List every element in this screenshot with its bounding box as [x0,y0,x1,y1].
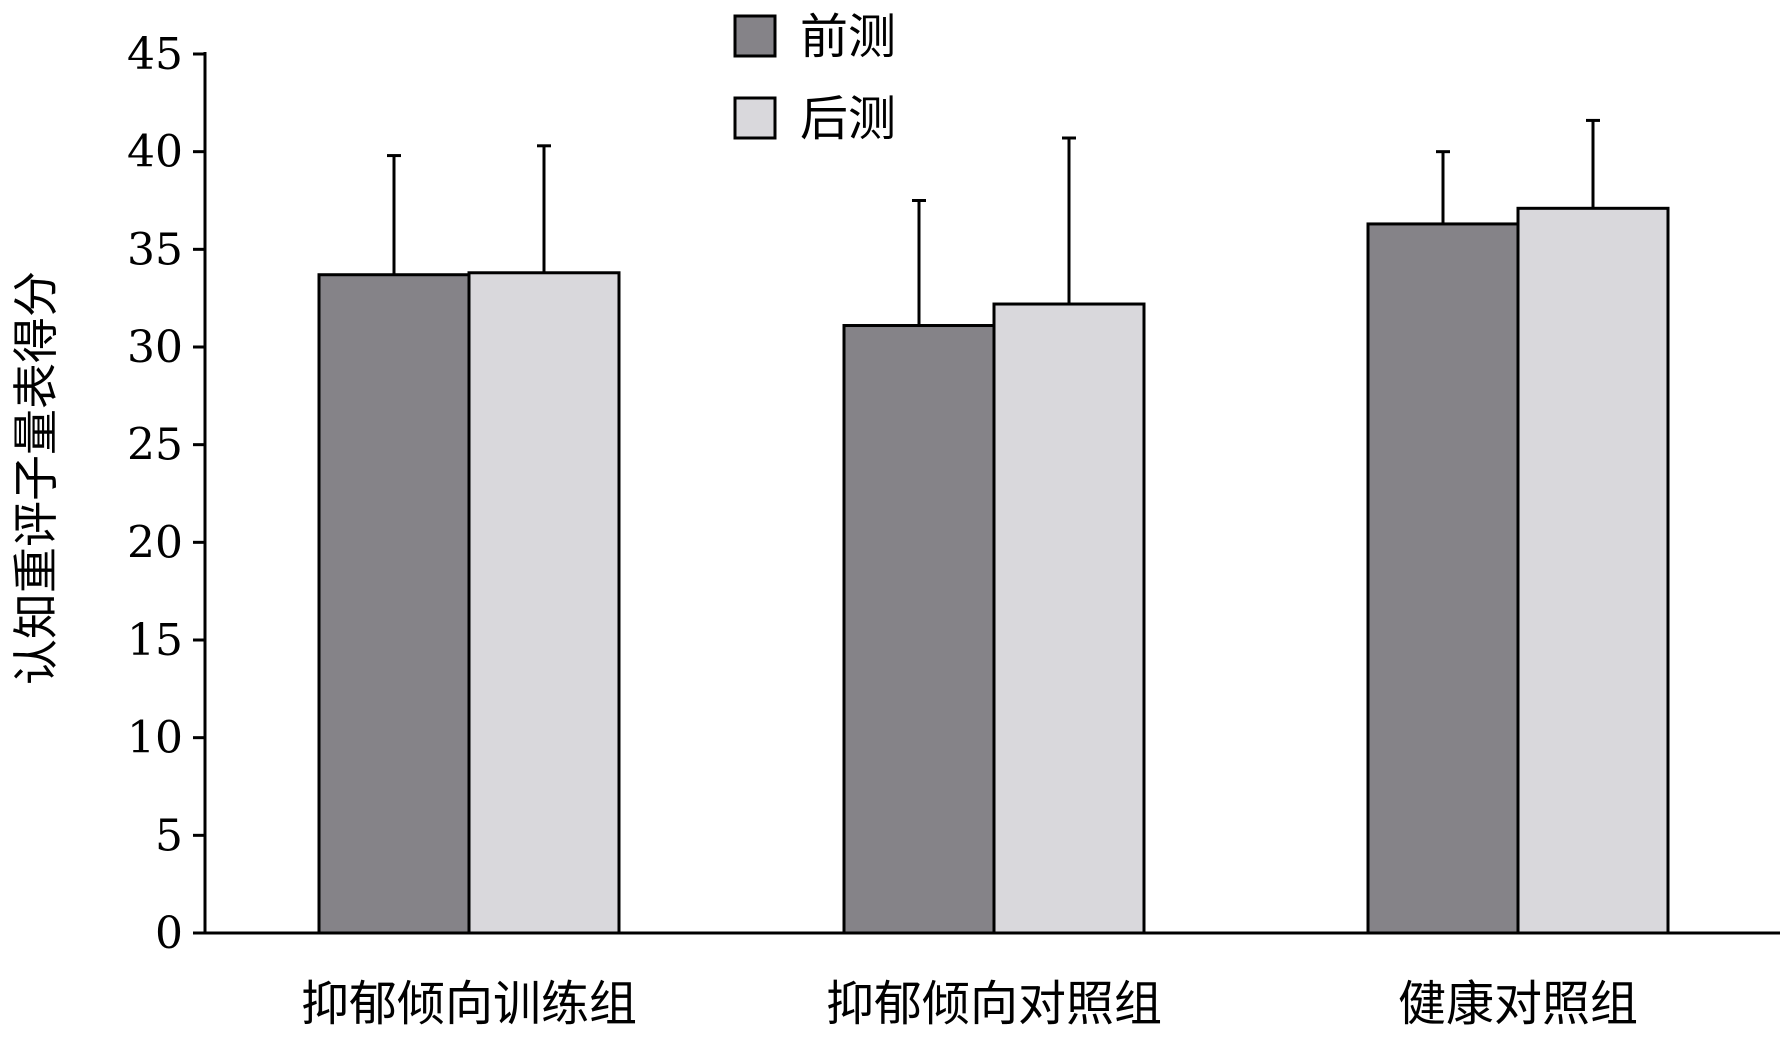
bar-pretest [1366,222,1520,935]
bar-posttest [992,302,1146,935]
legend-swatch [733,96,777,140]
bar-pretest [317,273,471,935]
y-tick-label: 5 [155,810,183,861]
legend-label: 前测 [800,9,896,65]
y-tick-label: 25 [127,420,183,471]
y-tick-label: 10 [127,713,183,764]
y-tick-label: 35 [127,224,183,275]
legend-label: 后测 [800,91,896,147]
y-tick-label: 45 [127,29,183,80]
bar-pretest [842,324,996,935]
y-tick-label: 40 [127,127,183,178]
x-category-label: 健康对照组 [1398,976,1638,1032]
y-axis-title: 认知重评子量表得分 [9,271,63,685]
bar-posttest [1516,206,1670,935]
y-tick-label: 15 [127,615,183,666]
y-tick-label: 30 [127,322,183,373]
y-tick-label: 20 [127,517,183,568]
y-tick-label: 0 [155,908,183,959]
legend-swatch [733,14,777,58]
x-category-label: 抑郁倾向训练组 [301,976,637,1032]
bar-posttest [467,271,621,935]
x-category-label: 抑郁倾向对照组 [826,976,1162,1032]
